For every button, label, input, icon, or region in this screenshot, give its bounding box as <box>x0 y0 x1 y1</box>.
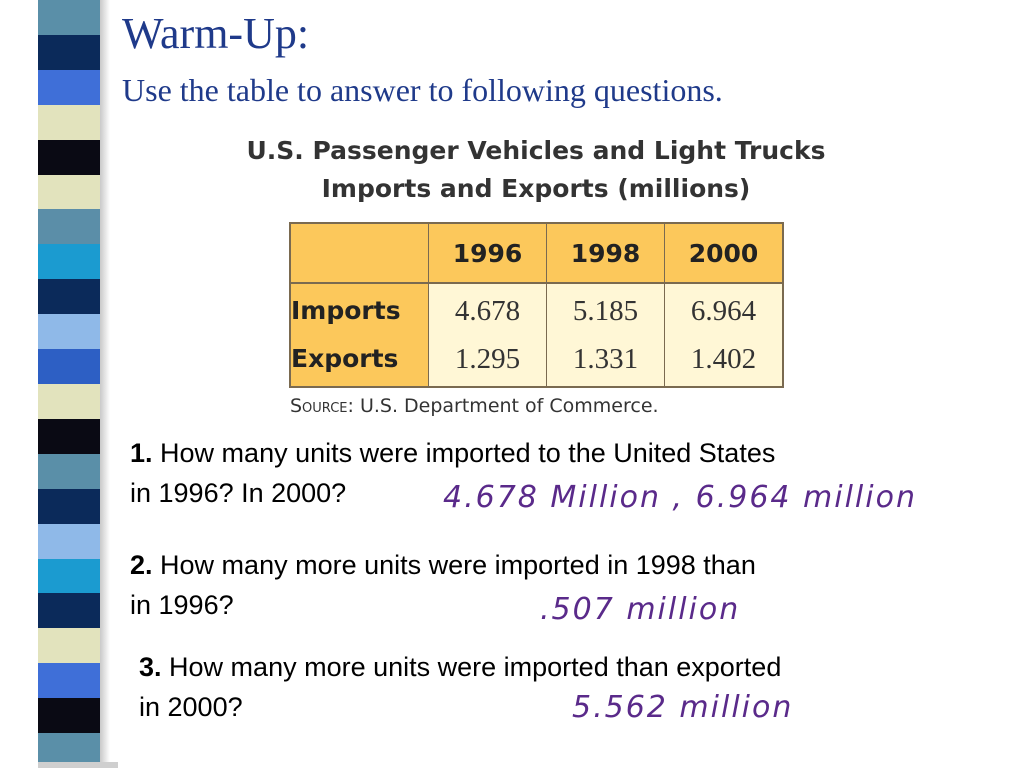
stripe-bottom-edge <box>38 762 118 768</box>
imports-2000: 6.964 <box>690 295 757 327</box>
stripe-segment <box>38 174 100 210</box>
imports-1998: 5.185 <box>572 295 639 327</box>
table-title-line1: U.S. Passenger Vehicles and Light Trucks <box>246 136 826 165</box>
stripe-segment <box>38 628 100 664</box>
table-title-line2: Imports and Exports (millions) <box>321 174 751 203</box>
table-header-row: 1996 1998 2000 <box>290 223 784 284</box>
slide-subtitle: Use the table to answer to following que… <box>122 72 723 108</box>
stripe-segment <box>38 209 100 245</box>
stripe-segment <box>38 279 100 315</box>
row-label-exports: Exports <box>291 344 399 373</box>
stripe-segment <box>38 314 100 350</box>
stripe-segment <box>38 383 100 419</box>
column-2000-values: 6.964 1.402 <box>664 283 784 387</box>
column-header-1996: 1996 <box>428 223 547 284</box>
question-3-number: 3. <box>139 652 162 682</box>
question-1: 1. How many units were imported to the U… <box>130 433 775 513</box>
stripe-segment <box>38 349 100 384</box>
question-3: 3. How many more units were imported tha… <box>139 647 781 727</box>
answer-1-handwritten: 4.678 Million , 6.964 million <box>443 480 917 515</box>
stripe-segment <box>38 244 100 280</box>
question-1-line1: How many units were imported to the Unit… <box>160 438 776 468</box>
stripe-segment <box>38 698 100 734</box>
question-2-line1: How many more units were imported in 199… <box>160 550 756 580</box>
column-1998-values: 5.185 1.331 <box>546 283 665 387</box>
table-corner-cell <box>290 223 429 284</box>
row-labels: Imports Exports <box>290 283 429 387</box>
column-1996-values: 4.678 1.295 <box>428 283 547 387</box>
stripe-shadow <box>100 0 110 768</box>
stripe-segment <box>38 104 100 140</box>
stripe-segment <box>38 593 100 629</box>
stripe-segment <box>38 453 100 489</box>
stripe-segment <box>38 418 100 454</box>
stripe-segment <box>38 139 100 175</box>
question-1-number: 1. <box>130 438 153 468</box>
question-1-line2: in 1996? In 2000? <box>130 478 347 508</box>
question-2-line2: in 1996? <box>130 590 234 620</box>
stripe-segment <box>38 558 100 594</box>
question-2: 2. How many more units were imported in … <box>130 545 756 625</box>
question-3-line2: in 2000? <box>139 692 243 722</box>
exports-1996: 1.295 <box>454 343 521 375</box>
column-header-1998: 1998 <box>546 223 665 284</box>
row-label-imports: Imports <box>291 296 401 325</box>
table-source: Source: U.S. Department of Commerce. <box>290 395 659 417</box>
stripe-segment <box>38 663 100 699</box>
stripe-segment <box>38 34 100 70</box>
exports-2000: 1.402 <box>690 343 757 375</box>
table-title: U.S. Passenger Vehicles and Light Trucks… <box>200 132 872 208</box>
stripe-segment <box>38 523 100 559</box>
slide-title: Warm-Up: <box>122 9 310 58</box>
question-3-line1: How many more units were imported than e… <box>169 652 782 682</box>
stripe-segment <box>38 488 100 524</box>
data-table: 1996 1998 2000 Imports Exports 4.678 1.2… <box>289 222 784 388</box>
question-2-number: 2. <box>130 550 153 580</box>
answer-2-handwritten: .507 million <box>540 592 741 627</box>
source-text: U.S. Department of Commerce. <box>359 395 659 417</box>
stripe-segment <box>38 0 100 35</box>
answer-3-handwritten: 5.562 million <box>572 690 794 725</box>
stripe-segment <box>38 69 100 105</box>
source-label: Source: <box>290 395 354 417</box>
column-header-2000: 2000 <box>664 223 784 284</box>
exports-1998: 1.331 <box>572 343 639 375</box>
imports-1996: 4.678 <box>454 295 521 327</box>
decorative-stripe <box>38 0 100 768</box>
table-body-row: Imports Exports 4.678 1.295 5.185 1.331 … <box>290 283 784 387</box>
